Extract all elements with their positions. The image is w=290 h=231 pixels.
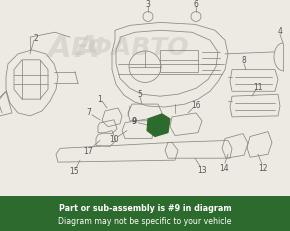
Text: 15: 15 xyxy=(69,167,79,176)
Text: Diagram may not be specific to your vehicle: Diagram may not be specific to your vehi… xyxy=(58,216,232,225)
Text: А: А xyxy=(48,33,72,62)
Text: А: А xyxy=(76,33,100,62)
Text: 9: 9 xyxy=(131,117,137,126)
Bar xyxy=(0,196,290,231)
Text: 7: 7 xyxy=(86,108,91,117)
Text: Part or sub-assembly is #9 in diagram: Part or sub-assembly is #9 in diagram xyxy=(59,203,231,212)
Text: 16: 16 xyxy=(191,100,201,109)
Text: ЕФАВТО: ЕФАВТО xyxy=(71,36,189,60)
Bar xyxy=(160,51,198,72)
Text: 6: 6 xyxy=(193,0,198,9)
Text: 2: 2 xyxy=(34,33,38,43)
Text: 4: 4 xyxy=(278,27,282,36)
Text: 1: 1 xyxy=(98,94,102,103)
Text: 13: 13 xyxy=(197,165,207,174)
Text: 11: 11 xyxy=(253,82,263,91)
Text: 8: 8 xyxy=(242,56,246,65)
Polygon shape xyxy=(147,114,170,137)
Text: 14: 14 xyxy=(219,163,229,172)
Text: 3: 3 xyxy=(146,0,151,9)
Text: 10: 10 xyxy=(109,134,119,143)
Text: 5: 5 xyxy=(137,89,142,98)
Text: 12: 12 xyxy=(258,163,268,172)
Text: 17: 17 xyxy=(83,146,93,155)
